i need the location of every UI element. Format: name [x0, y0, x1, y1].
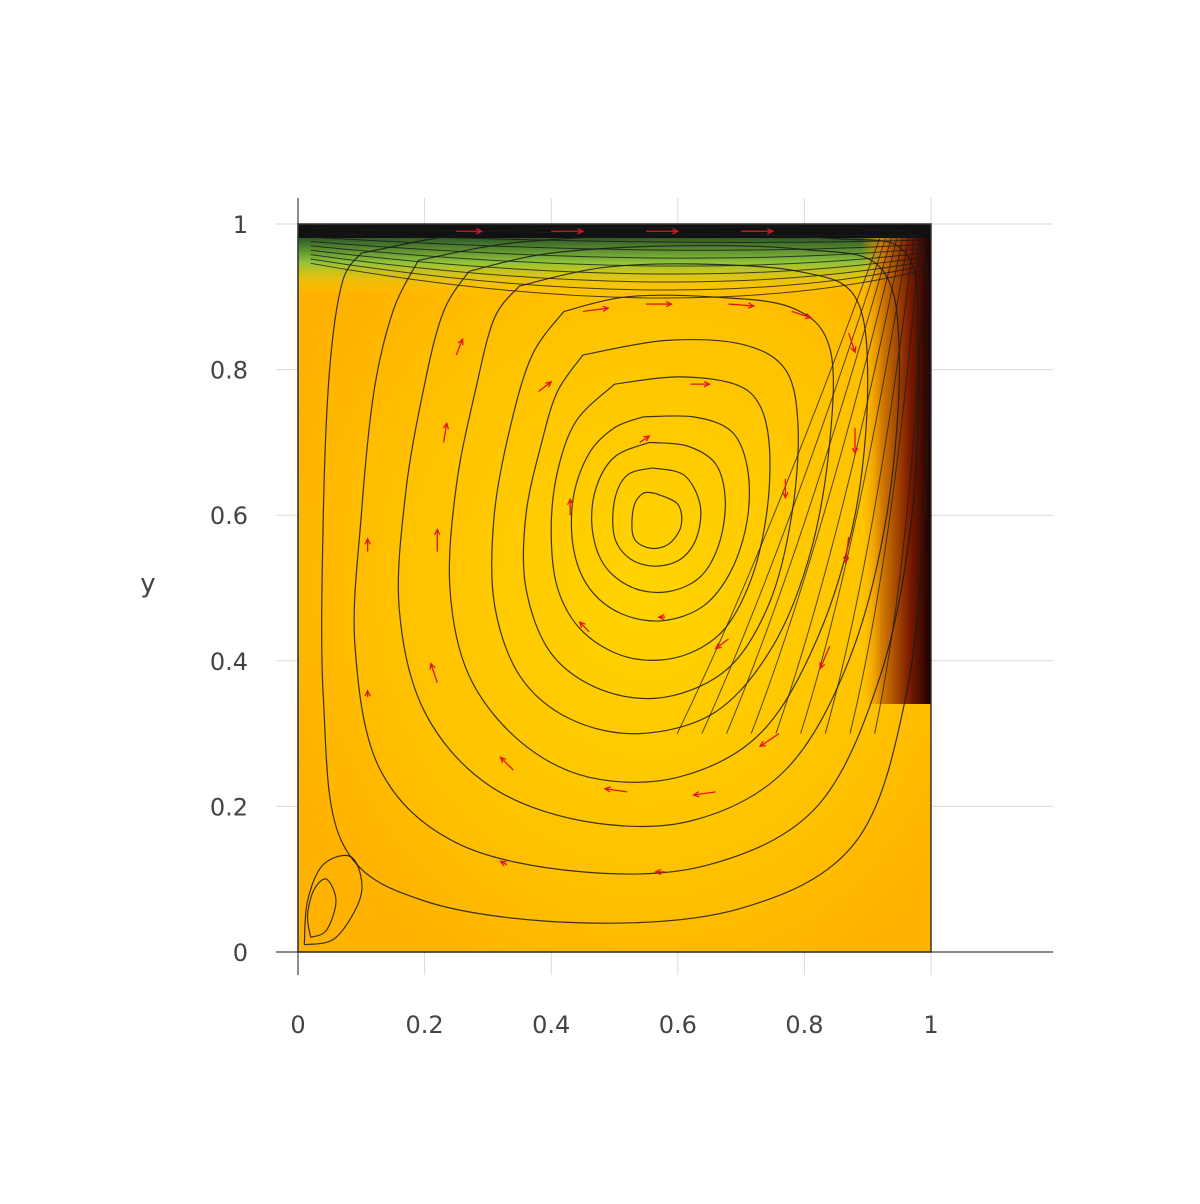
shear-line-right-4	[800, 238, 909, 734]
contour-line-core-1	[631, 491, 683, 550]
contour-line-outer-1	[448, 263, 869, 783]
contour-line-corner-1	[306, 878, 337, 938]
field-base	[298, 224, 931, 952]
contour-line-outer-4	[321, 226, 929, 924]
vector-arrow-7	[791, 310, 813, 320]
vector-arrow-10	[843, 536, 850, 564]
shear-line-right-2	[849, 238, 921, 734]
vector-arrow-25	[566, 497, 574, 516]
vector-arrow-16	[429, 662, 438, 683]
y-tick-label-0: 0	[233, 939, 248, 967]
vector-arrow-21	[690, 380, 711, 388]
shear-line-right-8	[701, 238, 886, 734]
x-tick-label-4: 0.8	[785, 1011, 823, 1039]
shear-line-top-3	[310, 236, 922, 251]
vector-arrow-12	[758, 733, 780, 748]
shear-line-right-9	[676, 238, 881, 734]
shear-line-top-7	[310, 254, 922, 283]
shear-line-right-1	[874, 238, 926, 734]
y-tick-label-5: 1	[233, 211, 248, 239]
contour-line-corner-2	[303, 854, 363, 946]
contour-line-core-3	[591, 441, 726, 594]
vector-arrow-28	[364, 537, 371, 552]
shear-line-top-6	[310, 249, 922, 275]
vector-arrow-14	[603, 786, 628, 793]
x-tick-label-3: 0.6	[659, 1011, 697, 1039]
contour-line-mid-3	[491, 294, 834, 735]
contour-line-outer-2	[397, 245, 901, 828]
shear-line-right-5	[775, 238, 904, 734]
vector-arrow-22	[782, 478, 789, 500]
vector-arrow-24	[578, 621, 590, 633]
vector-arrow-11	[819, 645, 831, 670]
vector-arrow-4	[582, 305, 610, 313]
x-tick-label-0: 0	[290, 1011, 305, 1039]
vector-arrow-15	[499, 756, 514, 771]
shear-line-top-2	[310, 232, 922, 243]
contour-line-mid-1	[550, 376, 771, 661]
vector-arrow-5	[646, 300, 673, 308]
vector-arrow-19	[455, 337, 464, 356]
contour-line-core-4	[570, 415, 751, 622]
vector-arrow-18	[442, 421, 450, 443]
contour-line-mid-2	[522, 338, 799, 700]
shear-line-top-9	[310, 262, 922, 299]
x-tick-label-5: 1	[923, 1011, 938, 1039]
vector-arrow-20	[538, 381, 553, 392]
vector-arrow-27	[657, 613, 666, 621]
shear-line-top-4	[310, 240, 922, 259]
y-axis-label: y	[140, 569, 155, 599]
plot-frame	[297, 223, 932, 953]
y-tick-label-3: 0.6	[210, 502, 248, 530]
shear-line-top-1	[310, 227, 922, 237]
tick-labels: 0 0.2 0.4 0.6 0.8 1 0 0.2 0.4 0.6 0.8 1	[210, 211, 939, 1039]
vector-arrow-2	[646, 228, 680, 235]
vector-arrow-0	[456, 228, 484, 235]
vector-arrow-26	[639, 435, 651, 443]
axes	[276, 198, 1053, 975]
vector-arrow-17	[434, 527, 441, 552]
y-tick-label-2: 0.4	[210, 648, 248, 676]
vector-arrow-31	[499, 860, 508, 867]
vector-arrow-13	[692, 791, 716, 798]
vector-arrow-29	[364, 689, 371, 698]
shear-line-right-3	[824, 238, 915, 734]
shear-line-right-7	[726, 238, 892, 734]
vector-arrow-30	[654, 868, 666, 876]
vector-arrow-1	[551, 228, 585, 235]
y-tick-label-1: 0.2	[210, 793, 248, 821]
contour-line-core-2	[612, 467, 702, 567]
shear-line-top-5	[310, 245, 922, 267]
y-tick-label-4: 0.8	[210, 357, 248, 385]
vector-arrow-6	[728, 302, 756, 309]
x-tick-label-1: 0.2	[406, 1011, 444, 1039]
contour-line-outer-3	[353, 234, 920, 875]
shear-line-top-8	[310, 258, 922, 291]
shear-line-right-6	[750, 238, 898, 734]
x-tick-label-2: 0.4	[532, 1011, 570, 1039]
contour-lines	[303, 226, 929, 946]
vector-arrow-23	[714, 638, 729, 650]
vector-arrow-3	[741, 228, 775, 235]
vector-arrow-9	[851, 427, 859, 455]
velocity-vectors	[364, 228, 859, 876]
scalar-field	[298, 224, 931, 952]
vector-arrow-8	[848, 332, 857, 354]
